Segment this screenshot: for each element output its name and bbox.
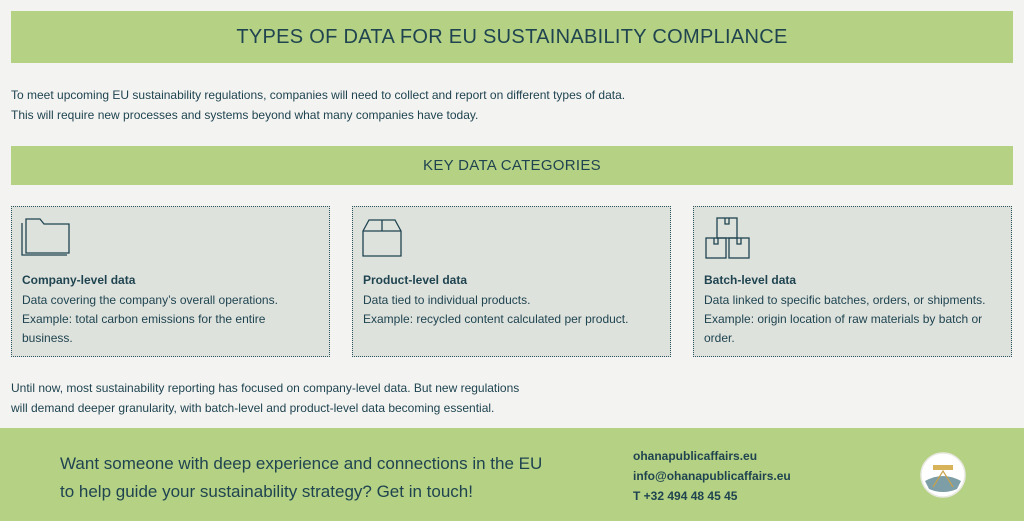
intro: To meet upcoming EU sustainability regul… bbox=[11, 86, 625, 125]
card-title: Batch-level data bbox=[704, 273, 797, 287]
card: Batch-level data Data linked to specific… bbox=[693, 206, 1012, 357]
cta-line: to help guide your sustainability strate… bbox=[60, 482, 473, 501]
contact: ohanapublicaffairs.eu info@ohanapublicaf… bbox=[633, 446, 791, 506]
card-title: Company-level data bbox=[22, 273, 136, 287]
card-text: Data tied to individual products. Example… bbox=[363, 291, 659, 329]
logo bbox=[920, 452, 966, 498]
card: Company-level data Data covering the com… bbox=[11, 206, 330, 357]
section-title: KEY DATA CATEGORIES bbox=[423, 157, 601, 174]
cta: Want someone with deep experience and co… bbox=[60, 450, 542, 506]
cta-line: Want someone with deep experience and co… bbox=[60, 454, 543, 473]
card-description: Data tied to individual products. bbox=[363, 293, 531, 307]
phone[interactable]: T +32 494 48 45 45 bbox=[633, 489, 738, 503]
website[interactable]: ohanapublicaffairs.eu bbox=[633, 449, 758, 463]
box-icon bbox=[362, 219, 402, 257]
card-title: Product-level data bbox=[363, 273, 468, 287]
outro-line: Until now, most sustainability reporting… bbox=[11, 381, 520, 395]
title-bar: TYPES OF DATA FOR EU SUSTAINABILITY COMP… bbox=[11, 11, 1013, 63]
card-text: Data covering the company’s overall oper… bbox=[22, 291, 318, 348]
card-text: Data linked to specific batches, orders,… bbox=[704, 291, 1000, 348]
card-example: Example: total carbon emissions for the … bbox=[22, 312, 266, 345]
card-example: Example: origin location of raw material… bbox=[704, 312, 983, 345]
intro-line: To meet upcoming EU sustainability regul… bbox=[11, 88, 626, 102]
folder-icon bbox=[21, 218, 70, 256]
intro-line: This will require new processes and syst… bbox=[11, 107, 479, 122]
card: Product-level data Data tied to individu… bbox=[352, 206, 671, 357]
title: TYPES OF DATA FOR EU SUSTAINABILITY COMP… bbox=[236, 25, 788, 48]
card-description: Data covering the company’s overall oper… bbox=[22, 293, 278, 307]
card-example: Example: recycled content calculated per… bbox=[363, 312, 629, 326]
outro-line: will demand deeper granularity, with bat… bbox=[11, 400, 495, 415]
email[interactable]: info@ohanapublicaffairs.eu bbox=[633, 469, 791, 483]
section-bar: KEY DATA CATEGORIES bbox=[11, 146, 1013, 185]
footer: Want someone with deep experience and co… bbox=[0, 428, 1024, 521]
card-description: Data linked to specific batches, orders,… bbox=[704, 293, 986, 307]
outro: Until now, most sustainability reporting… bbox=[11, 379, 519, 418]
boxes-icon bbox=[705, 217, 750, 259]
